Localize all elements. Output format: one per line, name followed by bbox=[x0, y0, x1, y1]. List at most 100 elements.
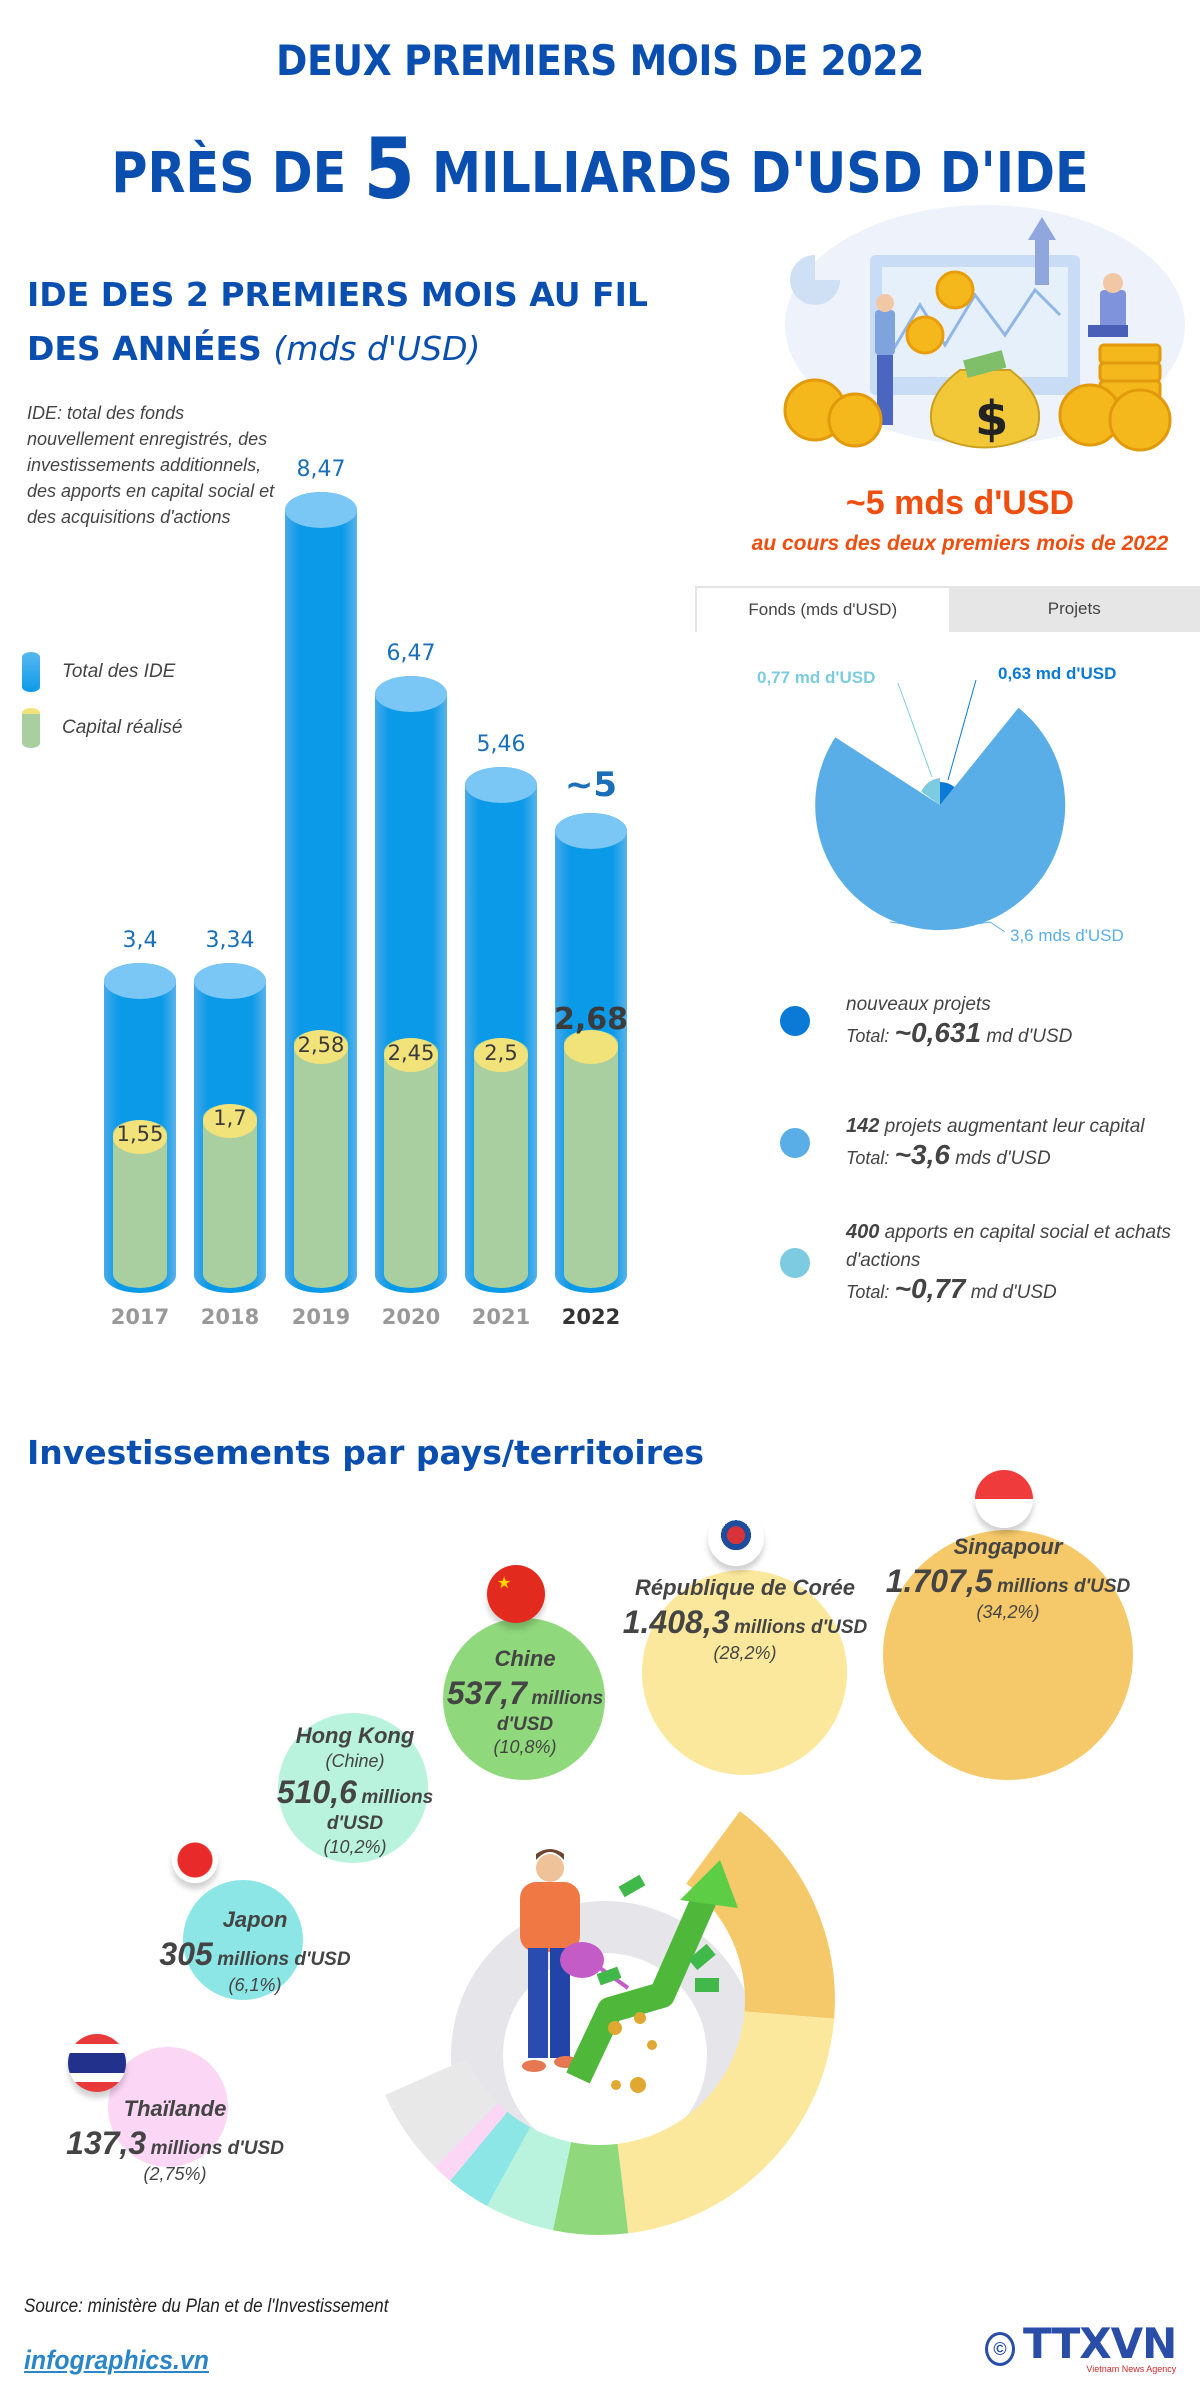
legend-count: 400 bbox=[846, 1221, 880, 1243]
legend-label: Capital réalisé bbox=[62, 717, 183, 738]
year-label-current: 2022 bbox=[561, 1305, 621, 1329]
capital-value-label: 2,58 bbox=[297, 1033, 345, 1057]
site-link[interactable]: infographics.vn bbox=[24, 2345, 209, 2375]
country-name: Hong Kong bbox=[295, 1723, 415, 1748]
bar-chart-unit: (mds d'USD) bbox=[273, 329, 481, 368]
singapore-flag-icon bbox=[975, 1470, 1033, 1528]
total-value-label: 5,46 bbox=[476, 732, 526, 757]
pie-label-contributions: 0,77 md d'USD bbox=[757, 668, 876, 687]
donut-slice-thailand bbox=[435, 2103, 508, 2181]
country-label-japan: Japon 305 millions d'USD (6,1%) bbox=[150, 1906, 360, 1996]
bar-capital-top bbox=[294, 1030, 348, 1064]
tab-projets[interactable]: Projets bbox=[948, 586, 1200, 632]
total-label: Total: bbox=[846, 1026, 890, 1046]
year-label: 2020 bbox=[381, 1305, 441, 1329]
bar-capital-body bbox=[384, 1038, 438, 1288]
country-unit: millions d'USD bbox=[217, 1948, 351, 1970]
pie-slice-contributions bbox=[921, 778, 940, 805]
bar-total-top bbox=[555, 813, 627, 849]
bar-total-top bbox=[285, 492, 357, 528]
ttxvn-logo: © TTXVN Vietnam News Agency bbox=[985, 2319, 1177, 2374]
year-label: 2021 bbox=[471, 1305, 531, 1329]
donut-slice-china bbox=[553, 2142, 629, 2236]
country-unit: millions d'USD bbox=[496, 1687, 604, 1735]
title-number: 5 bbox=[363, 120, 415, 218]
country-label-korea: République de Corée 1.408,3 millions d'U… bbox=[620, 1574, 870, 1664]
bar-total-top bbox=[104, 963, 176, 999]
bubble-japan bbox=[183, 1880, 303, 2000]
china-flag-icon: ★ bbox=[487, 1565, 545, 1623]
country-unit: millions d'USD bbox=[150, 2137, 284, 2159]
year-label: 2017 bbox=[110, 1305, 170, 1329]
blue-cylinder-icon bbox=[22, 652, 40, 692]
country-unit: millions d'USD bbox=[326, 1787, 434, 1834]
year-label: 2019 bbox=[291, 1305, 351, 1329]
title-prefix: PRÈS DE bbox=[111, 141, 364, 206]
korea-flag-icon bbox=[708, 1510, 764, 1566]
country-unit: millions d'USD bbox=[733, 1616, 868, 1638]
summary-subline: au cours des deux premiers mois de 2022 bbox=[751, 532, 1169, 555]
capital-value-label: 1,7 bbox=[213, 1106, 247, 1130]
country-label-thailand: Thaïlande 137,3 millions d'USD (2,75%) bbox=[60, 2095, 290, 2185]
total-label: Total: bbox=[846, 1148, 890, 1168]
country-value: 537,7 bbox=[446, 1674, 527, 1711]
year-label: 2018 bbox=[200, 1305, 260, 1329]
country-label-china: Chine 537,7 millions d'USD (10,8%) bbox=[420, 1645, 630, 1759]
country-value: 1.408,3 bbox=[622, 1603, 730, 1640]
bubble-singapore bbox=[883, 1530, 1133, 1780]
total-value-label: ~5 bbox=[564, 765, 618, 805]
donut-slice-japan bbox=[450, 2111, 531, 2206]
pie-slice-new-projects bbox=[940, 781, 955, 805]
country-unit: millions d'USD bbox=[996, 1575, 1131, 1597]
countries-heading: Investissements par pays/territoires bbox=[27, 1433, 705, 1472]
tab-fonds[interactable]: Fonds (mds d'USD) bbox=[695, 586, 949, 632]
bar-capital-top bbox=[564, 1030, 618, 1064]
japan-flag-icon bbox=[172, 1837, 218, 1883]
title-suffix: MILLIARDS D'USD D'IDE bbox=[414, 141, 1089, 206]
donut-slice-korea bbox=[617, 2011, 835, 2234]
total-unit: md d'USD bbox=[986, 1026, 1073, 1047]
bar-capital-body bbox=[564, 1030, 618, 1288]
main-title: PRÈS DE 5 MILLIARDS D'USD D'IDE bbox=[72, 120, 1128, 218]
bar-chart-title: IDE DES 2 PREMIERS MOIS AU FIL DES ANNÉE… bbox=[27, 275, 648, 368]
country-pct: (6,1%) bbox=[228, 1974, 282, 1995]
total-value-label: 8,47 bbox=[296, 457, 346, 482]
bar-capital-body bbox=[294, 1030, 348, 1288]
total-value: ~0,631 bbox=[894, 1017, 982, 1048]
capital-value-label: 1,55 bbox=[116, 1122, 164, 1146]
donut-slice-others bbox=[385, 2058, 499, 2167]
country-pct: (2,75%) bbox=[143, 2163, 207, 2184]
bubble-thailand bbox=[108, 2047, 228, 2167]
country-value: 1.707,5 bbox=[885, 1562, 993, 1599]
legend-text: nouveaux projets bbox=[846, 994, 991, 1015]
country-pct: (28,2%) bbox=[713, 1642, 777, 1663]
capital-value-label: 2,68 bbox=[553, 1002, 629, 1037]
svg-text:$: $ bbox=[975, 391, 1008, 447]
country-name: République de Corée bbox=[634, 1575, 856, 1600]
logo-tagline: Vietnam News Agency bbox=[1086, 2364, 1177, 2374]
bubble-china bbox=[443, 1618, 605, 1780]
legend-count: 142 bbox=[846, 1115, 880, 1137]
legend-total-ide: Total des IDE bbox=[22, 652, 175, 692]
bar-total-top bbox=[375, 676, 447, 712]
bar-capital-top bbox=[113, 1120, 167, 1154]
country-name: Thaïlande bbox=[123, 2096, 227, 2121]
legend-capital-realise: Capital réalisé bbox=[22, 708, 182, 748]
ide-definition-note: IDE: total des fonds nouvellement enregi… bbox=[27, 403, 275, 527]
supertitle: DEUX PREMIERS MOIS DE 2022 bbox=[276, 36, 924, 85]
legend-text: projets augmentant leur capital bbox=[884, 1116, 1145, 1137]
pie-label-capital-increase: 3,6 mds d'USD bbox=[1010, 926, 1124, 945]
country-value: 137,3 bbox=[66, 2124, 147, 2161]
country-sub: (Chine) bbox=[325, 1750, 385, 1771]
source-note: Source: ministère du Plan et de l'Invest… bbox=[24, 2296, 389, 2317]
pie-slice-capital-increase bbox=[815, 707, 1066, 931]
logo-wordmark: TTXVN bbox=[1023, 2319, 1177, 2368]
country-label-singapore: Singapour 1.707,5 millions d'USD (34,2%) bbox=[883, 1533, 1133, 1623]
country-name: Japon bbox=[222, 1907, 288, 1932]
medium-blue-dot-icon bbox=[780, 1127, 810, 1158]
copyright-icon: © bbox=[985, 2332, 1015, 2366]
total-value: ~0,77 bbox=[894, 1273, 966, 1304]
total-value-label: 3,4 bbox=[122, 928, 158, 953]
country-name: Singapour bbox=[953, 1534, 1063, 1559]
legend-text: apports en capital social et achats d'ac… bbox=[846, 1222, 1171, 1271]
